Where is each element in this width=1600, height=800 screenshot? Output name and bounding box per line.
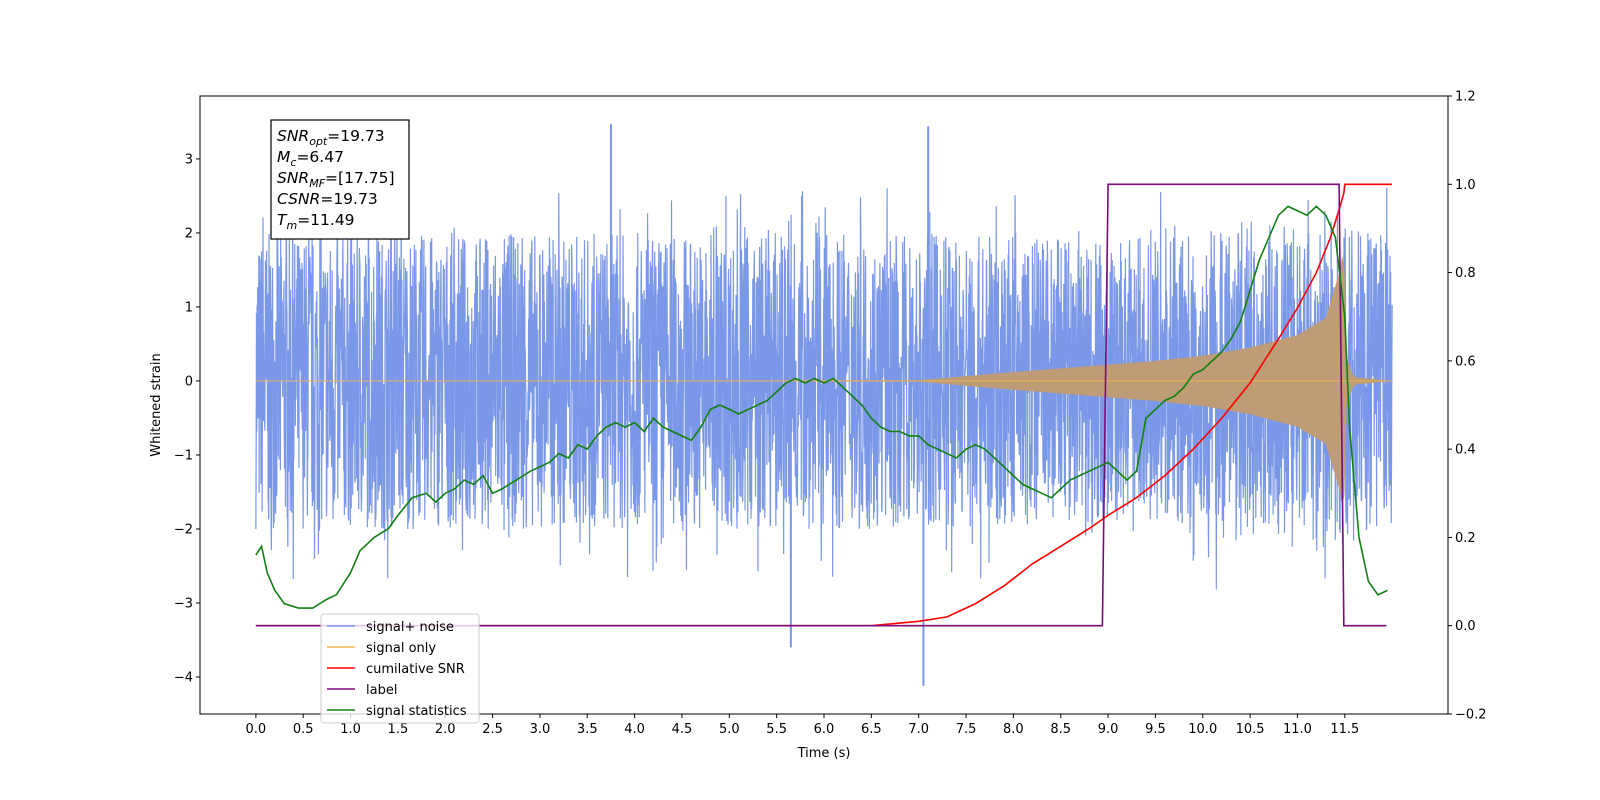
x-tick-label: 11.5 <box>1330 722 1359 737</box>
series-signal-statistics <box>255 205 1388 609</box>
right-tick-label: 0.4 <box>1455 443 1476 458</box>
x-tick-label: 4.0 <box>624 722 645 737</box>
x-tick-label: 5.5 <box>766 722 787 737</box>
right-tick-label: 0.6 <box>1455 354 1476 369</box>
x-tick-label: 4.5 <box>672 722 693 737</box>
left-tick-label: −1 <box>174 448 193 463</box>
left-tick-label: 1 <box>185 300 193 315</box>
x-tick-label: 3.0 <box>530 722 551 737</box>
x-tick-label: 9.5 <box>1145 722 1166 737</box>
x-tick-label: 2.5 <box>482 722 503 737</box>
plot-area <box>255 124 1393 686</box>
left-tick-label: 3 <box>185 152 193 167</box>
x-tick-label: 10.5 <box>1236 722 1265 737</box>
annotation-line: CSNR=19.73 <box>277 190 378 208</box>
x-tick-label: 5.0 <box>719 722 740 737</box>
left-tick-label: 0 <box>185 374 193 389</box>
annotation-symbol: M <box>277 148 290 166</box>
annotation-symbol: T <box>277 211 288 229</box>
annotation-value: =19.73 <box>320 190 377 208</box>
x-tick-label: 8.5 <box>1050 722 1071 737</box>
series-label <box>255 183 1387 627</box>
annotation-value: =11.49 <box>297 211 354 229</box>
x-tick-label: 8.0 <box>1003 722 1024 737</box>
x-tick-label: 0.5 <box>293 722 314 737</box>
right-tick-label: 0.8 <box>1455 266 1476 281</box>
right-tick-label: 1.2 <box>1455 90 1476 105</box>
legend-label: signal only <box>366 641 436 656</box>
annotation-frame <box>270 119 410 240</box>
x-tick-label: 6.0 <box>814 722 835 737</box>
left-y-axis: −4 −3 −2 −1 0 1 2 3 <box>174 152 200 685</box>
x-tick-label: 9.0 <box>1098 722 1119 737</box>
legend: signal+ noise signal only cumilative SNR la… <box>320 613 480 724</box>
x-tick-label: 11.0 <box>1283 722 1312 737</box>
x-axis-label: Time (s) <box>797 746 851 761</box>
x-axis: 0.0 0.5 1.0 1.5 2.0 2.5 3.0 3.5 4.0 4.5 5.0 5.5 6.0 6… <box>246 714 1359 737</box>
right-tick-label: 1.0 <box>1455 178 1476 193</box>
annotation-value: =19.73 <box>327 127 384 145</box>
annotation-line: SNRopt=19.73 <box>277 127 385 148</box>
annotation-symbol: SNR <box>277 169 309 187</box>
annotation-subscript: MF <box>309 177 325 190</box>
x-tick-label: 1.5 <box>388 722 409 737</box>
right-tick-label: 0.0 <box>1455 619 1476 634</box>
annotation-line: SNRMF=[17.75] <box>277 169 395 190</box>
y-axis-label: Whitened strain <box>149 353 164 456</box>
left-tick-label: 2 <box>185 226 193 241</box>
annotation-subscript: c <box>290 156 296 169</box>
x-tick-label: 0.0 <box>246 722 267 737</box>
legend-label: signal statistics <box>366 704 467 719</box>
x-tick-label: 1.0 <box>340 722 361 737</box>
annotation-symbol: SNR <box>277 127 309 145</box>
legend-label: label <box>366 683 397 698</box>
x-tick-label: 10.0 <box>1188 722 1217 737</box>
left-tick-label: −2 <box>174 522 193 537</box>
annotation-line: Tm=11.49 <box>277 211 355 232</box>
legend-frame <box>320 613 480 724</box>
right-tick-label: −0.2 <box>1455 708 1487 723</box>
right-tick-label: 0.2 <box>1455 531 1476 546</box>
x-tick-label: 6.5 <box>861 722 882 737</box>
legend-label: signal+ noise <box>366 620 454 635</box>
x-tick-label: 7.5 <box>956 722 977 737</box>
right-y-axis: −0.2 0.0 0.2 0.4 0.6 0.8 1.0 1.2 <box>1448 90 1487 723</box>
x-tick-label: 7.0 <box>908 722 929 737</box>
stats-annotation-box: SNRopt=19.73Mc=6.47SNRMF=[17.75]CSNR=19.… <box>270 119 410 240</box>
x-tick-label: 3.5 <box>577 722 598 737</box>
annotation-subscript: opt <box>309 135 328 148</box>
annotation-symbol: CSNR <box>277 190 320 208</box>
series-signal-noise <box>255 183 1393 590</box>
left-tick-label: −3 <box>174 596 193 611</box>
left-tick-label: −4 <box>174 670 193 685</box>
annotation-value: =[17.75] <box>325 169 394 187</box>
annotation-value: =6.47 <box>296 148 344 166</box>
series-cumulative-snr <box>255 183 1393 627</box>
annotation-subscript: m <box>286 219 297 232</box>
legend-label: cumilative SNR <box>366 662 465 677</box>
annotation-line: Mc=6.47 <box>277 148 344 169</box>
x-tick-label: 2.0 <box>435 722 456 737</box>
